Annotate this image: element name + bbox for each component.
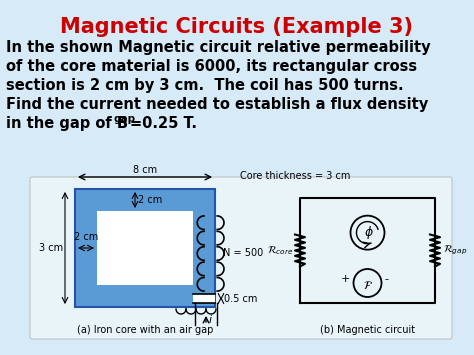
- Text: of the core material is 6000, its rectangular cross: of the core material is 6000, its rectan…: [6, 59, 417, 74]
- Text: in the gap of B: in the gap of B: [6, 116, 128, 131]
- Bar: [193, 294, 215, 303]
- Text: gap: gap: [114, 114, 136, 124]
- Text: Find the current needed to establish a flux density: Find the current needed to establish a f…: [6, 97, 428, 112]
- Text: 0.5 cm: 0.5 cm: [224, 294, 257, 304]
- Text: (b) Magnetic circuit: (b) Magnetic circuit: [320, 325, 415, 335]
- Text: 8 cm: 8 cm: [133, 165, 157, 175]
- Text: +: +: [341, 274, 350, 284]
- Text: -: -: [384, 274, 389, 284]
- Bar: [75, 189, 215, 307]
- Text: =0.25 T.: =0.25 T.: [130, 116, 197, 131]
- Text: i: i: [209, 315, 212, 325]
- Text: (a) Iron core with an air gap: (a) Iron core with an air gap: [77, 325, 213, 335]
- FancyBboxPatch shape: [30, 177, 452, 339]
- Text: 2 cm: 2 cm: [138, 195, 162, 205]
- Text: section is 2 cm by 3 cm.  The coil has 500 turns.: section is 2 cm by 3 cm. The coil has 50…: [6, 78, 404, 93]
- Text: 3 cm: 3 cm: [39, 243, 63, 253]
- Text: Magnetic Circuits (Example 3): Magnetic Circuits (Example 3): [61, 17, 413, 37]
- Bar: [97, 211, 193, 285]
- Text: 2 cm: 2 cm: [74, 232, 98, 242]
- Text: Core thickness = 3 cm: Core thickness = 3 cm: [240, 171, 350, 181]
- Text: $\mathcal{R}_{core}$: $\mathcal{R}_{core}$: [267, 244, 293, 257]
- Text: $\mathcal{R}_{gap}$: $\mathcal{R}_{gap}$: [443, 244, 467, 257]
- Text: In the shown Magnetic circuit relative permeability: In the shown Magnetic circuit relative p…: [6, 40, 430, 55]
- Text: $\mathcal{F}$: $\mathcal{F}$: [363, 279, 373, 291]
- Text: $\phi$: $\phi$: [364, 224, 374, 241]
- Text: N = 500: N = 500: [223, 248, 263, 258]
